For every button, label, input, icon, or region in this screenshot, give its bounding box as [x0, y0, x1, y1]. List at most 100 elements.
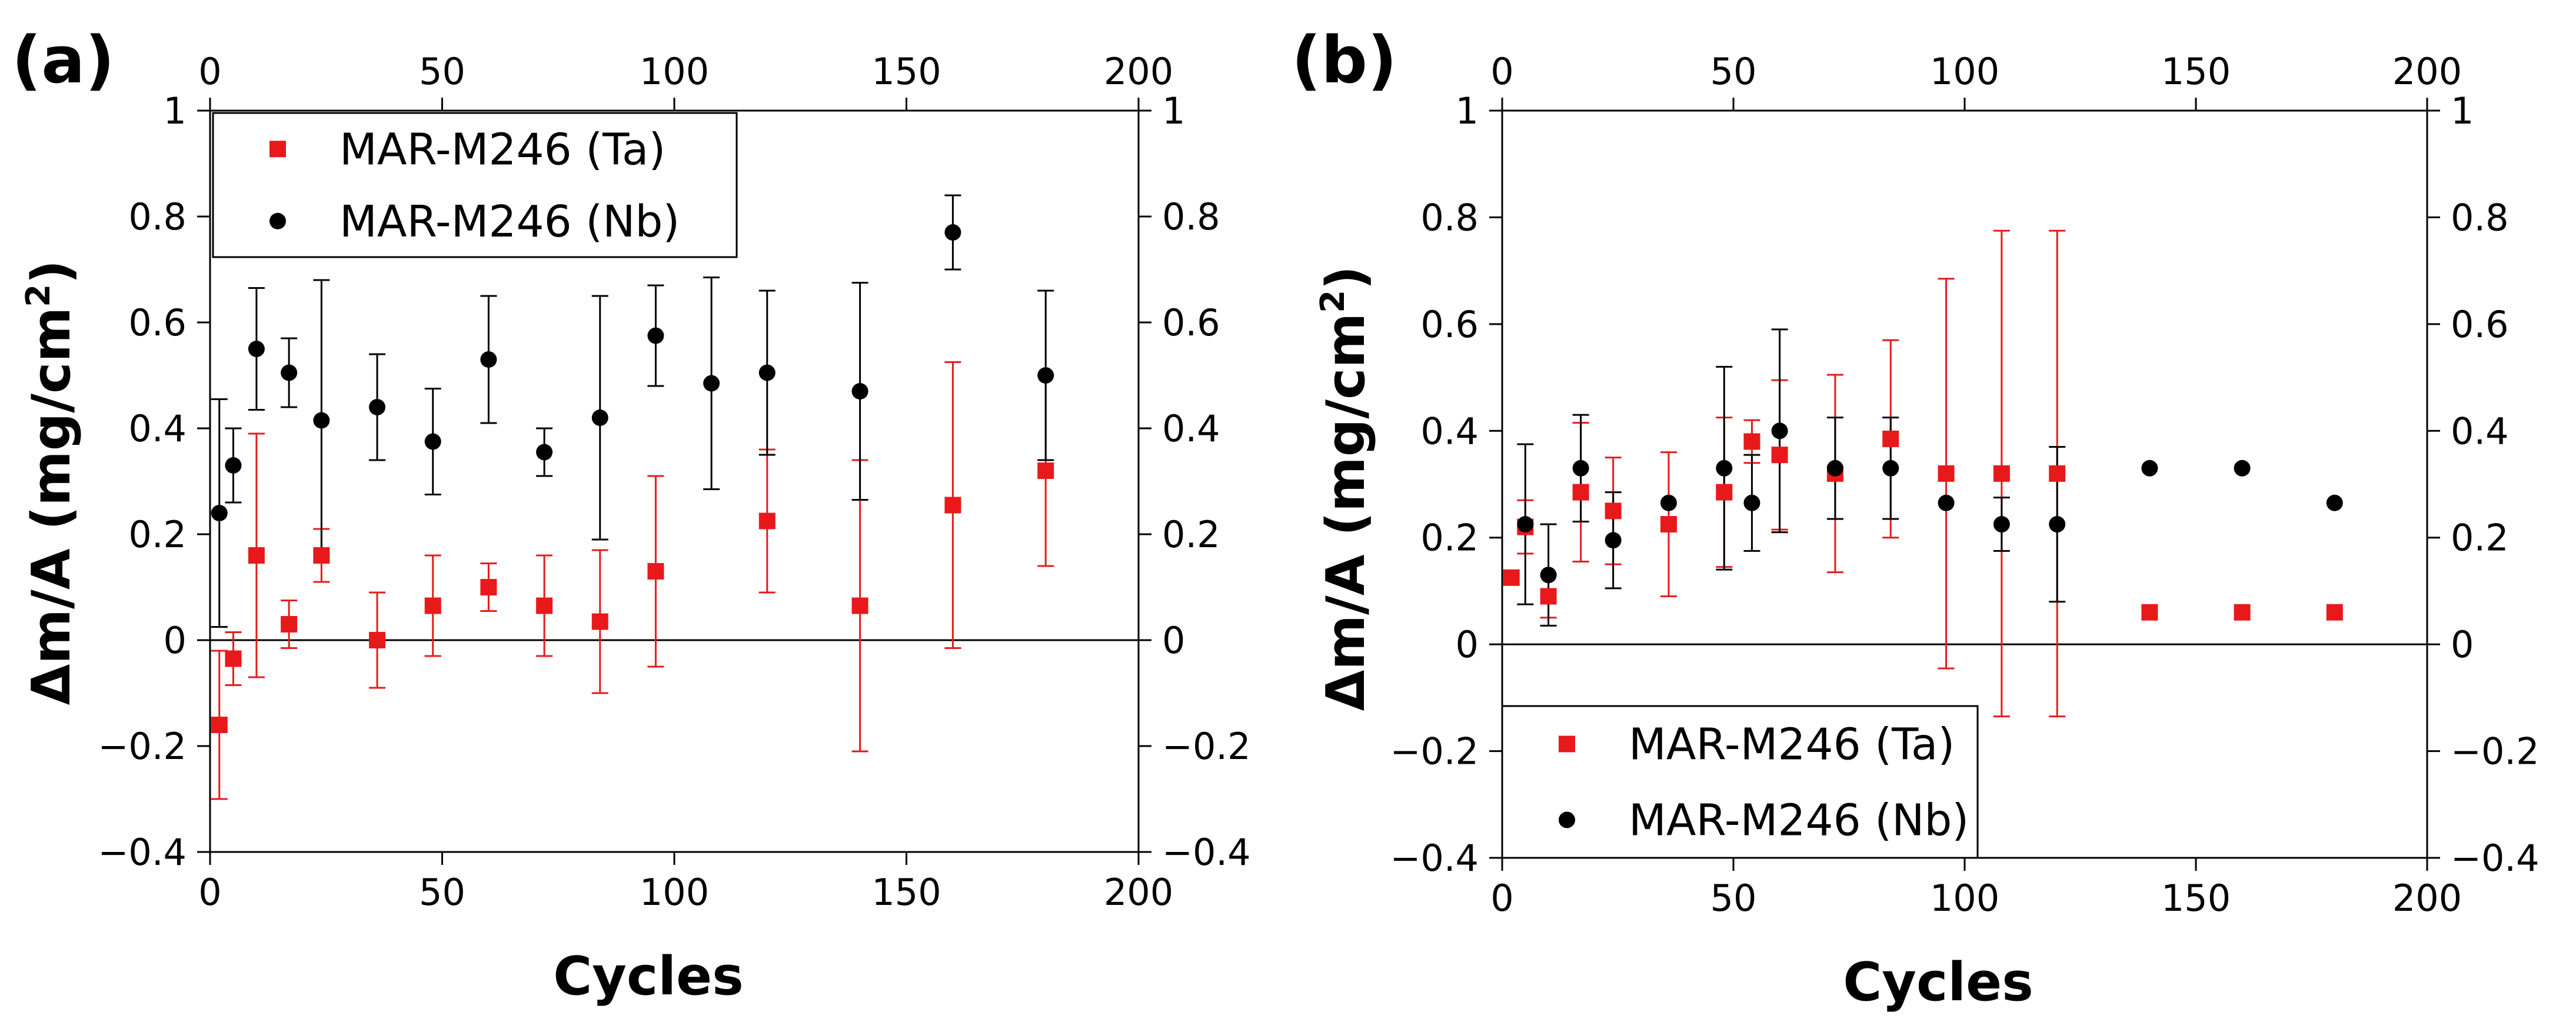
panel-a-ta-point: [647, 563, 664, 580]
panel-a-ta-point: [248, 547, 265, 564]
panel-a-ta-point: [424, 597, 441, 614]
panel-a-x-tick-label-bottom: 150: [871, 871, 941, 914]
panel-b-ta-point: [1540, 588, 1557, 605]
panel-a-ta-point: [480, 579, 497, 595]
panel-a-y-tick-label-left: 0.2: [128, 513, 187, 556]
panel-b-ta-point: [1993, 465, 2010, 482]
panel-a-x-tick-label-bottom: 0: [198, 871, 221, 914]
panel-a-y-tick-label-left: −0.4: [98, 831, 187, 874]
panel-b-data: [1503, 229, 2343, 718]
panel-a-x-tick-label-bottom: 50: [419, 871, 465, 914]
panel-a-x-axis-label: Cycles: [553, 946, 744, 1007]
panel-b-x-tick-label-top: 150: [2161, 50, 2231, 93]
panel-b-legend-marker-ta: [1559, 735, 1575, 753]
panel-b-nb-point: [1660, 494, 1677, 511]
panel-b-y-tick-label-left: −0.4: [1390, 837, 1479, 880]
panel-a-y-tick-label-left: −0.2: [98, 725, 187, 768]
panel-a-ta-point: [536, 597, 553, 614]
panel-b-nb-point: [1826, 460, 1843, 477]
panel-a-ta-point: [225, 650, 242, 667]
panel-a-legend-box: [212, 112, 738, 258]
panel-b-nb-point: [1540, 567, 1557, 584]
panel-b-nb-point: [2234, 460, 2251, 477]
panel-b-ta-point: [1572, 484, 1589, 501]
panel-a-ta-point: [1037, 462, 1054, 479]
panel-a-x-tick-label-top: 200: [1104, 50, 1173, 93]
panel-a-ta-point: [281, 616, 298, 632]
panel-a-nb-point: [424, 433, 441, 450]
panel-b-ta-point: [1743, 433, 1760, 450]
panel-b-legend-box: [1501, 705, 1979, 859]
panel-b-y-tick-label-right: 0: [2451, 623, 2474, 666]
panel-a-ta-point: [851, 597, 868, 614]
panel-a-ta-point: [369, 632, 386, 648]
panel-b-legend-marker-nb: [1559, 811, 1575, 828]
panel-b-y-axis-label-end: ): [1315, 266, 1377, 290]
panel-a-nb-point: [944, 224, 961, 241]
panel-b-y-tick-label-right: 0.6: [2451, 303, 2509, 346]
panel-a-y-tick-label-left: 0: [164, 619, 187, 662]
panel-b-ta-point: [1605, 502, 1622, 520]
panel-a-nb-point: [703, 375, 720, 392]
panel-a-y-tick-label-right: −0.2: [1162, 725, 1251, 768]
panel-b-x-tick-label-top: 200: [2392, 50, 2462, 93]
panel-a-y-axis-label-sup: 2: [19, 284, 58, 307]
panel-b-ta-point: [1716, 484, 1733, 501]
panel-b-x-tick-label-bottom: 0: [1490, 877, 1513, 920]
panel-a-x-tick-label-top: 50: [419, 50, 465, 93]
panel-b-y-tick-label-right: 0.4: [2451, 410, 2509, 452]
panel-a-ta-point: [591, 613, 608, 630]
panel-b-y-tick-label-left: 0.4: [1420, 410, 1479, 452]
panel-a-nb-point: [591, 410, 608, 426]
panel-a-y-axis-label-end: ): [21, 260, 82, 284]
panel-a-y-axis-label-main: Δm/A (mg/cm: [21, 307, 82, 705]
panel-a-x-tick-label-top: 150: [871, 50, 941, 93]
panel-a-label: (a): [12, 22, 115, 98]
panel-a-legend-label-ta: MAR-M246 (Ta): [340, 124, 665, 175]
panel-b-y-axis-label-main: Δm/A (mg/cm: [1315, 313, 1377, 711]
panel-b-nb-point: [2326, 494, 2343, 511]
panel-a-nb-point: [225, 457, 242, 474]
panel-b-label: (b): [1292, 22, 1397, 98]
panel-b-nb-point: [1993, 516, 2010, 533]
panel-b-nb-point: [1716, 460, 1733, 477]
panel-a-nb-point: [480, 351, 497, 368]
panel-b-ta-point: [1503, 569, 1520, 586]
panel-a-legend-label-nb: MAR-M246 (Nb): [340, 197, 680, 247]
panel-a-nb-point: [647, 327, 664, 344]
panel-b-ta-point: [2141, 604, 2158, 621]
panel-b-y-tick-label-right: 0.8: [2451, 196, 2509, 239]
panel-a-y-tick-label-left: 0.4: [128, 407, 187, 450]
panel-a-y-tick-label-left: 0.8: [128, 195, 187, 238]
panel-b-y-axis-label-sup: 2: [1314, 290, 1352, 313]
panel-a-nb-point: [851, 383, 868, 400]
panel-a-y-axis-label: Δm/A (mg/cm2): [19, 260, 82, 705]
panel-b-legend: MAR-M246 (Ta) MAR-M246 (Nb): [1501, 705, 1979, 859]
panel-b-x-tick-label-bottom: 50: [1710, 877, 1757, 920]
panel-a-y-tick-label-left: 0.6: [128, 301, 187, 344]
panel-a-ta-point: [758, 512, 776, 530]
panel-a-nb-point: [248, 341, 265, 357]
panel-a-nb-point: [758, 364, 776, 381]
panel-a-ta-point: [944, 497, 961, 514]
panel-b-ta-point: [2049, 465, 2066, 482]
panel-b-nb-point: [1572, 460, 1589, 477]
panel-a-x-tick-label-top: 0: [198, 50, 221, 93]
panel-b-nb-point: [1882, 460, 1899, 477]
panel-b-ta-point: [1660, 516, 1677, 533]
panel-b-y-tick-label-left: 0: [1456, 623, 1479, 666]
panel-b-ta-point: [2234, 604, 2251, 621]
panel-b-nb-point: [2141, 460, 2158, 477]
panel-a-legend-marker-ta: [269, 141, 286, 158]
panel-a-x-tick-label-top: 100: [640, 50, 709, 93]
panel-b-ta-point: [1938, 465, 1955, 482]
panel-a-y-tick-label-right: 0.4: [1162, 407, 1220, 450]
panel-b-y-tick-label-left: −0.2: [1390, 730, 1479, 773]
panel-a-y-tick-label-right: −0.4: [1162, 831, 1251, 874]
panel-a-nb-point: [313, 412, 330, 429]
panel-b-y-tick-label-left: 0.8: [1420, 196, 1479, 239]
panel-b-x-tick-label-top: 0: [1490, 50, 1513, 93]
